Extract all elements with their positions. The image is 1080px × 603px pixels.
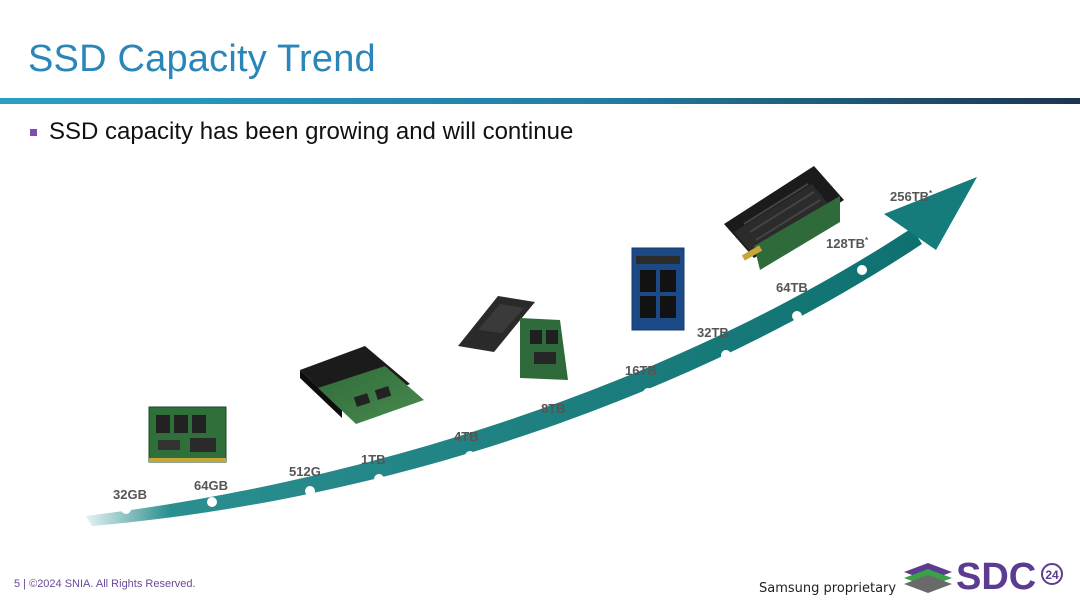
- milestone-dot-32tb: [721, 350, 731, 360]
- bullet-text: SSD capacity has been growing and will c…: [49, 118, 574, 145]
- future-asterisk: *: [865, 236, 869, 245]
- milestone-dot-8tb: [558, 423, 568, 433]
- footer-proprietary: Samsung proprietary: [759, 581, 897, 596]
- stacked-layers-icon: [904, 563, 952, 593]
- milestone-dot-64tb: [792, 311, 802, 321]
- milestone-label-1tb: 1TB: [361, 452, 386, 467]
- milestones-layer: 32GB 64GB 512G 1TB 4TB 8TB 16TB 32TB 64TB 128TB* 2…: [113, 189, 933, 514]
- milestone-label-16tb: 16TB: [625, 363, 657, 378]
- pcie-card-image: [724, 166, 844, 270]
- milestone-label-4tb: 4TB: [454, 429, 479, 444]
- milestone-label-64tb: 64TB: [776, 280, 808, 295]
- milestone-label-8tb: 8TB: [541, 401, 566, 416]
- milestone-dot-64gb: [207, 497, 217, 507]
- sdc24-logo: SDC 24: [904, 556, 1063, 594]
- milestone-label-128tb: 128TB*: [826, 236, 869, 251]
- milestone-label-512g: 512G: [289, 464, 321, 479]
- milestone-label-256tb: 256TB*: [890, 189, 933, 204]
- milestone-label-32gb: 32GB: [113, 487, 147, 502]
- milestone-dot-32gb: [121, 504, 131, 514]
- emmc-module-image: [148, 406, 227, 463]
- bullet-point: SSD capacity has been growing and will c…: [30, 118, 573, 146]
- bullet-square-icon: [30, 128, 37, 136]
- milestone-label-64gb: 64GB: [194, 478, 228, 493]
- ssd-4tb-image: [458, 296, 568, 380]
- milestone-dot-128tb: [857, 265, 867, 275]
- milestone-dot-1tb: [374, 474, 384, 484]
- logo-year-text: 24: [1045, 568, 1059, 582]
- milestone-dot-4tb: [465, 451, 475, 461]
- footer-copyright: 5 | ©2024 SNIA. All Rights Reserved.: [14, 578, 196, 590]
- sata-ssd-image: [300, 346, 424, 424]
- logo-sdc-text: SDC: [956, 556, 1036, 594]
- milestone-dot-16tb: [643, 388, 653, 398]
- milestone-dot-512g: [305, 486, 315, 496]
- future-asterisk: *: [929, 189, 933, 198]
- milestone-label-32tb: 32TB: [697, 325, 729, 340]
- growth-arrow: [86, 177, 977, 526]
- logo-year-badge: [1041, 563, 1063, 585]
- u2-ssd-16tb-image: [631, 247, 685, 331]
- title-divider: [0, 98, 1080, 104]
- slide-title: SSD Capacity Trend: [28, 38, 376, 80]
